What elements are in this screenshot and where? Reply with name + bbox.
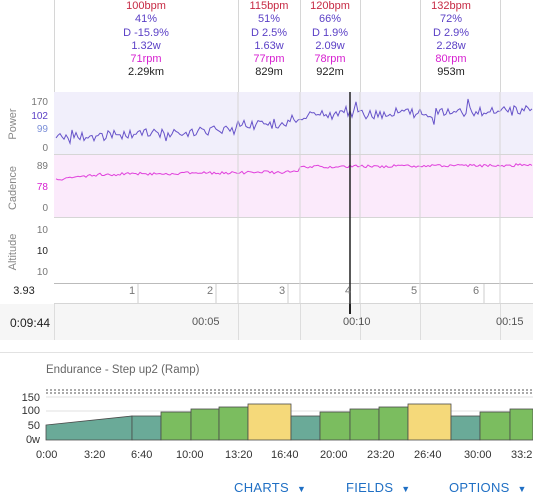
workout-y-tick: 0w <box>25 434 40 446</box>
lap-stat-4: 132bpm 72% D 2.9% 2.28w 80rpm 953m <box>420 0 482 80</box>
time-cursor-line-axis <box>349 304 351 314</box>
lap-drift: D 2.5% <box>250 26 288 39</box>
lap-stat-3: 120bpm 66% D 1.9% 2.09w 78rpm 922m <box>300 0 360 80</box>
workout-x-tick: 30:00 <box>464 449 492 461</box>
time-tick: 00:10 <box>343 316 371 328</box>
current-time: 0:09:44 <box>10 316 51 330</box>
lap-number[interactable]: 5 <box>411 285 418 297</box>
lap-wkg: 2.28w <box>436 39 466 52</box>
lap-hr: 115bpm <box>249 0 289 12</box>
lap-power-pct: 66% <box>318 13 342 26</box>
lap-power-pct: 41% <box>134 13 158 26</box>
power-fill-bg <box>54 92 533 154</box>
caret-down-icon: ▼ <box>517 484 527 494</box>
workout-block[interactable] <box>349 408 380 441</box>
options-button-label: OPTIONS <box>449 480 510 495</box>
power-max: 170 <box>31 97 48 108</box>
cadence-row-label: Cadence <box>7 165 19 211</box>
workout-block[interactable] <box>319 411 351 441</box>
lap-hr: 132bpm <box>431 0 471 12</box>
altitude-min: 10 <box>36 267 48 278</box>
cadence-current: 78 <box>36 182 48 193</box>
workout-x-tick: 10:00 <box>176 449 204 461</box>
workout-block[interactable] <box>247 403 292 441</box>
workout-block[interactable] <box>160 411 192 441</box>
lap-cadence: 77rpm <box>253 53 285 66</box>
caret-down-icon: ▼ <box>401 484 411 494</box>
workout-block[interactable] <box>290 415 321 441</box>
lap-drift: D 1.9% <box>311 26 349 39</box>
lap-drift: D -15.9% <box>123 26 169 39</box>
power-row-label: Power <box>7 108 19 140</box>
lap-number[interactable]: 3 <box>279 285 286 297</box>
workout-x-tick: 6:40 <box>131 449 153 461</box>
activity-chart-svg[interactable] <box>0 92 533 304</box>
lap-cadence: 71rpm <box>130 53 162 66</box>
workout-chart-svg[interactable] <box>0 380 533 450</box>
workout-block[interactable] <box>131 415 162 441</box>
lap-stat-1: 100bpm 41% D -15.9% 1.32w 71rpm 2.29km <box>86 0 206 80</box>
lap-stat-2: 115bpm 51% D 2.5% 1.63w 77rpm 829m <box>238 0 300 80</box>
workout-x-tick: 13:20 <box>225 449 253 461</box>
lap-distance: 829m <box>255 66 283 79</box>
lap-wkg: 1.63w <box>254 39 284 52</box>
time-axis-area <box>0 304 533 340</box>
cadence-max: 89 <box>36 161 48 172</box>
charts-button[interactable]: CHARTS ▼ <box>234 480 306 495</box>
lap-drift: D 2.9% <box>432 26 470 39</box>
lap-number[interactable]: 6 <box>473 285 480 297</box>
power-avg: 102 <box>31 111 48 122</box>
workout-x-tick: 23:20 <box>367 449 395 461</box>
workout-x-tick: 16:40 <box>271 449 299 461</box>
fields-button-label: FIELDS <box>346 480 394 495</box>
workout-x-tick: 20:00 <box>320 449 348 461</box>
power-min: 0 <box>42 143 48 154</box>
workout-block[interactable] <box>378 406 409 441</box>
workout-block[interactable] <box>509 408 533 441</box>
altitude-max: 10 <box>36 225 48 236</box>
workout-x-tick: 0:00 <box>36 449 58 461</box>
cadence-fill-bg <box>54 155 533 217</box>
lap-strip-value: 3.93 <box>13 285 35 297</box>
workout-title: Endurance - Step up2 (Ramp) <box>46 364 200 376</box>
lap-power-pct: 72% <box>439 13 463 26</box>
lap-cadence: 80rpm <box>435 53 467 66</box>
power-current: 99 <box>36 124 48 135</box>
options-button[interactable]: OPTIONS ▼ <box>449 480 527 495</box>
lap-hr: 100bpm <box>126 0 166 12</box>
workout-block[interactable] <box>45 415 133 441</box>
workout-block[interactable] <box>407 403 452 441</box>
lap-distance: 922m <box>316 66 344 79</box>
fields-button[interactable]: FIELDS ▼ <box>346 480 410 495</box>
time-tick: 00:15 <box>496 316 524 328</box>
lap-distance: 953m <box>437 66 465 79</box>
lap-distance: 2.29km <box>127 66 165 79</box>
workout-y-tick: 100 <box>21 405 40 417</box>
lap-hr: 120bpm <box>310 0 350 12</box>
power-series <box>55 98 533 146</box>
workout-x-tick: 33:2 <box>511 449 533 461</box>
workout-block[interactable] <box>450 415 481 441</box>
workout-y-tick: 50 <box>27 420 40 432</box>
charts-button-label: CHARTS <box>234 480 290 495</box>
time-tick: 00:05 <box>192 316 220 328</box>
workout-block[interactable] <box>218 406 249 441</box>
altitude-current: 10 <box>36 246 48 257</box>
lap-wkg: 1.32w <box>131 39 161 52</box>
workout-block[interactable] <box>190 408 220 441</box>
cadence-min: 0 <box>42 203 48 214</box>
lap-power-pct: 51% <box>257 13 281 26</box>
cadence-series <box>55 163 533 181</box>
workout-y-tick: 150 <box>21 392 40 404</box>
lap-wkg: 2.09w <box>315 39 345 52</box>
lap-cadence: 78rpm <box>314 53 346 66</box>
workout-x-tick: 3:20 <box>84 449 106 461</box>
workout-block[interactable] <box>479 411 511 441</box>
caret-down-icon: ▼ <box>296 484 307 494</box>
lap-number[interactable]: 4 <box>345 285 352 297</box>
altitude-row-label: Altitude <box>7 233 19 271</box>
workout-x-tick: 26:40 <box>414 449 442 461</box>
lap-number[interactable]: 1 <box>129 285 136 297</box>
lap-number[interactable]: 2 <box>207 285 214 297</box>
